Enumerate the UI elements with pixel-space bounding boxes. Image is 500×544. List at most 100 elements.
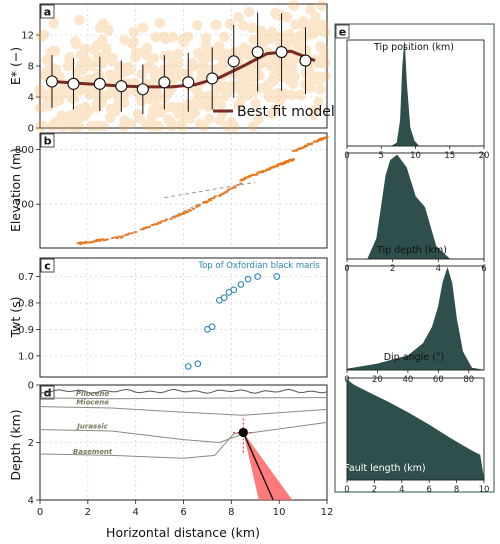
sample-point	[38, 101, 50, 112]
sample-point	[224, 85, 235, 96]
sample-point	[64, 56, 75, 68]
sample-point	[103, 24, 114, 36]
sample-point	[167, 31, 178, 43]
sample-point	[185, 113, 196, 124]
sample-point	[118, 121, 129, 132]
x-tick-label: 8	[454, 485, 459, 495]
sample-point	[200, 33, 212, 44]
y-tick-label: 0	[28, 124, 34, 135]
x-tick-label: 20	[372, 375, 383, 385]
sample-point	[268, 30, 280, 42]
sample-point	[172, 102, 183, 113]
horizon-label: Jurassic	[75, 423, 108, 431]
sample-point	[186, 59, 198, 71]
sample-point	[82, 55, 93, 67]
sample-point	[75, 103, 86, 115]
sample-point	[153, 92, 164, 104]
sample-point	[216, 46, 227, 58]
x-tick-label: 5	[379, 151, 384, 161]
sample-point	[71, 105, 83, 116]
elevation-point	[251, 174, 255, 176]
sample-point	[277, 59, 288, 71]
sample-point	[150, 107, 162, 118]
panel-label: c	[44, 260, 51, 273]
elevation-point	[77, 241, 81, 244]
sample-point	[97, 34, 108, 46]
elevation-point	[192, 207, 196, 210]
sample-point	[255, 25, 267, 36]
sample-point	[86, 73, 97, 85]
sample-point	[43, 101, 54, 112]
sample-point	[230, 46, 241, 58]
elevation-point	[319, 139, 323, 141]
sample-point	[238, 42, 249, 53]
sample-point	[306, 29, 317, 40]
sample-point	[158, 31, 170, 42]
horizon-line	[39, 406, 328, 416]
sample-point	[140, 119, 152, 131]
sample-point	[310, 13, 321, 25]
sample-point	[204, 113, 215, 125]
sample-point	[178, 37, 190, 48]
sample-point	[208, 89, 219, 101]
sample-point	[182, 68, 193, 79]
elevation-point	[175, 214, 179, 217]
sample-point	[148, 104, 159, 116]
sample-point	[266, 75, 278, 86]
sample-point	[237, 72, 249, 83]
sample-point	[105, 112, 116, 123]
x-tick-label: 10	[273, 507, 286, 518]
sample-point	[241, 82, 252, 93]
sample-point	[243, 45, 254, 56]
sample-point	[104, 69, 116, 80]
sample-point	[262, 79, 274, 91]
sample-point	[242, 90, 253, 101]
sample-point	[274, 58, 285, 70]
sample-point	[130, 52, 141, 63]
elevation-point	[169, 217, 173, 220]
sample-point	[308, 109, 319, 121]
sample-point	[101, 43, 112, 54]
sample-point	[294, 89, 306, 100]
sample-point	[254, 70, 265, 81]
sample-point	[192, 47, 204, 59]
sample-point	[151, 87, 162, 98]
binned-point	[182, 76, 195, 89]
sample-point	[299, 31, 311, 42]
sample-point	[192, 20, 203, 31]
twt-point	[220, 294, 228, 302]
sample-point	[64, 51, 75, 63]
y-tick-label: 800	[15, 145, 34, 156]
sample-point	[37, 120, 48, 131]
sample-point	[164, 50, 175, 61]
sample-point	[210, 19, 221, 30]
sample-point	[136, 68, 148, 80]
panel-label: b	[44, 135, 52, 148]
twt-point	[208, 323, 216, 331]
sample-point	[119, 97, 130, 108]
sample-point	[266, 55, 278, 66]
sample-point	[211, 49, 222, 60]
panel-label-box	[40, 4, 55, 19]
sample-point	[268, 58, 279, 69]
sample-point	[265, 88, 276, 100]
sample-point	[295, 89, 307, 101]
sample-point	[305, 82, 316, 93]
sample-point	[194, 93, 205, 104]
elevation-point	[160, 220, 164, 223]
sample-point	[40, 66, 52, 78]
elevation-point	[301, 146, 305, 149]
elevation-point	[320, 137, 324, 140]
elevation-point	[86, 241, 90, 244]
sample-point	[318, 46, 329, 58]
sample-point	[146, 111, 157, 123]
sample-point	[142, 62, 153, 73]
binned-point	[45, 75, 59, 88]
sample-point	[44, 88, 56, 99]
sample-point	[46, 96, 57, 108]
sample-point	[166, 117, 177, 128]
elevation-point	[305, 144, 309, 147]
sample-point	[288, 0, 300, 11]
sample-point	[66, 121, 77, 132]
sample-point	[40, 90, 51, 101]
